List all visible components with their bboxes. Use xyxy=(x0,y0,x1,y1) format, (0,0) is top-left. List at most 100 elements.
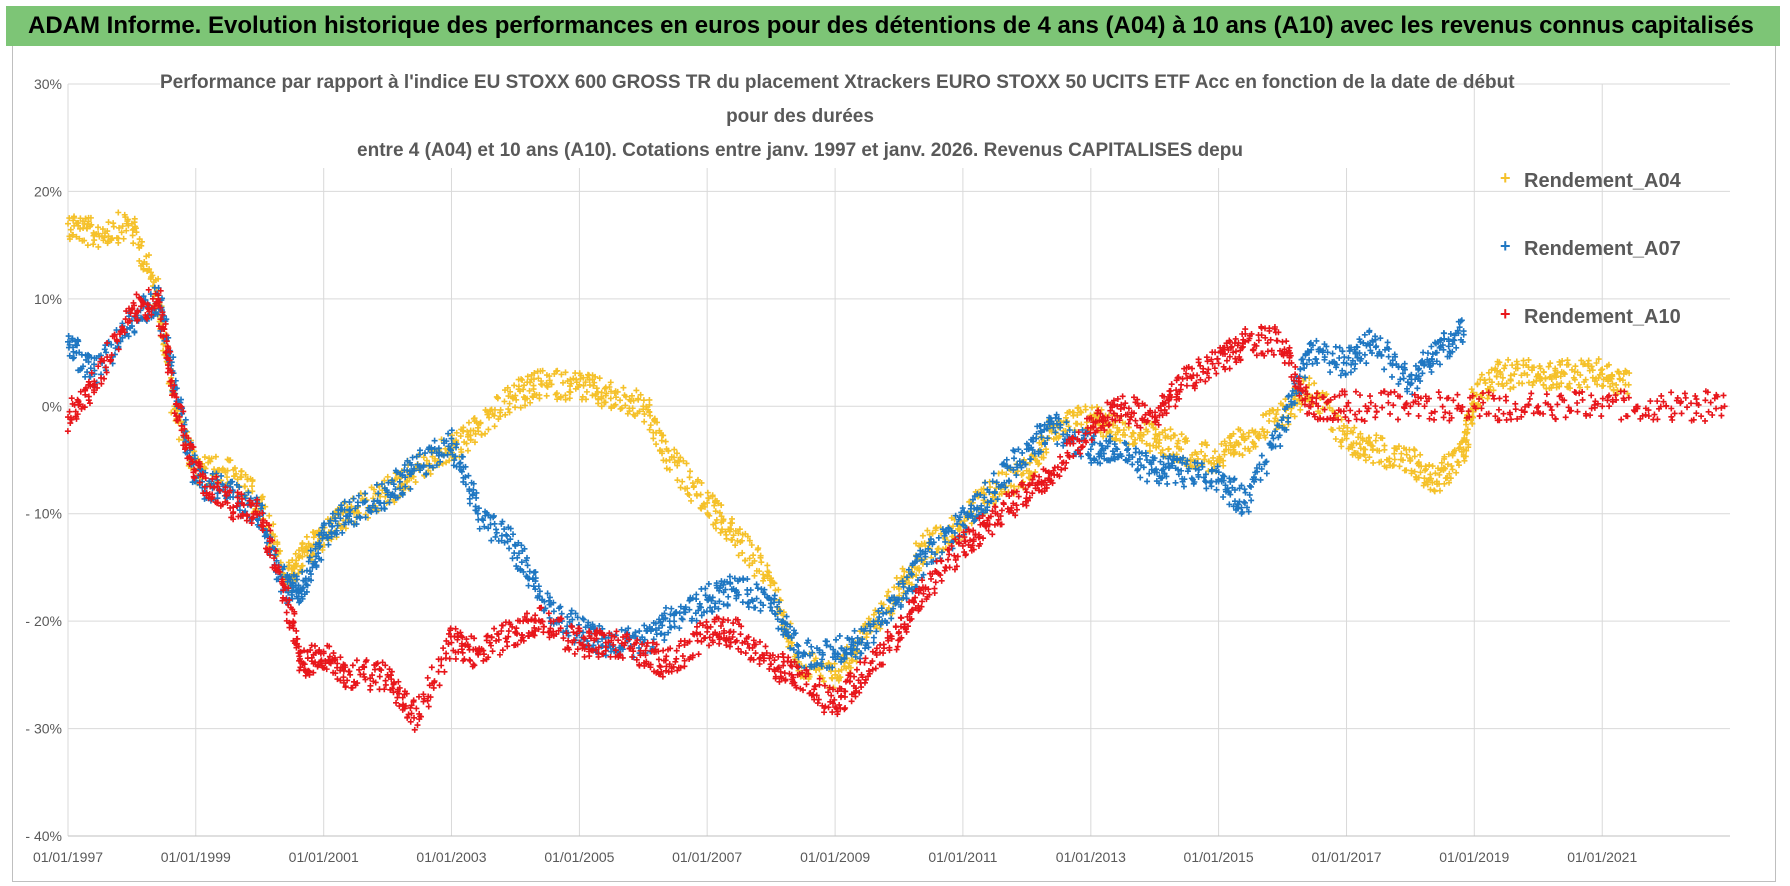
point-cloud xyxy=(733,637,740,644)
point-cloud xyxy=(1361,331,1368,338)
point-cloud xyxy=(919,598,926,605)
point-cloud xyxy=(1493,373,1500,380)
point-cloud xyxy=(670,663,677,670)
point-cloud xyxy=(1429,463,1436,470)
point-cloud xyxy=(885,637,892,644)
point-cloud xyxy=(126,317,133,324)
point-cloud xyxy=(653,641,660,648)
point-cloud xyxy=(761,591,768,598)
point-cloud xyxy=(1313,337,1320,344)
point-cloud xyxy=(223,474,230,481)
point-cloud xyxy=(408,702,415,709)
point-cloud xyxy=(564,613,571,620)
point-cloud xyxy=(999,469,1006,476)
point-cloud xyxy=(131,215,138,222)
point-cloud xyxy=(84,225,91,232)
point-cloud xyxy=(1248,483,1255,490)
point-cloud xyxy=(1383,464,1390,471)
data-point xyxy=(65,338,71,345)
point-cloud xyxy=(473,489,480,496)
point-cloud xyxy=(878,605,885,612)
point-cloud xyxy=(969,542,976,549)
point-cloud xyxy=(633,387,640,394)
point-cloud xyxy=(517,388,524,395)
point-cloud xyxy=(536,588,543,595)
point-cloud xyxy=(445,443,452,450)
point-cloud xyxy=(1455,445,1462,452)
point-cloud xyxy=(1571,376,1578,383)
point-cloud xyxy=(759,651,766,658)
point-cloud xyxy=(1079,426,1086,433)
point-cloud xyxy=(693,591,700,598)
point-cloud xyxy=(1248,497,1255,504)
point-cloud xyxy=(498,532,505,539)
point-cloud xyxy=(830,646,837,653)
data-point xyxy=(1460,328,1467,335)
point-cloud xyxy=(888,635,895,642)
point-cloud xyxy=(853,658,860,665)
point-cloud xyxy=(518,632,525,639)
point-cloud xyxy=(698,604,705,611)
point-cloud xyxy=(680,457,687,464)
point-cloud xyxy=(897,623,904,630)
point-cloud xyxy=(481,651,488,658)
point-cloud xyxy=(129,232,136,239)
point-cloud xyxy=(690,484,697,491)
data-point xyxy=(538,618,545,625)
point-cloud xyxy=(607,379,614,386)
point-cloud xyxy=(342,525,349,532)
point-cloud xyxy=(829,709,836,716)
point-cloud xyxy=(162,349,169,356)
point-cloud xyxy=(1008,504,1015,511)
point-cloud xyxy=(1060,439,1067,446)
point-cloud xyxy=(905,623,912,630)
point-cloud xyxy=(1242,489,1249,496)
point-cloud xyxy=(1339,437,1346,444)
point-cloud xyxy=(372,504,379,511)
point-cloud xyxy=(668,605,675,612)
point-cloud xyxy=(509,623,516,630)
point-cloud xyxy=(428,449,435,456)
point-cloud xyxy=(740,576,747,583)
point-cloud xyxy=(293,576,300,583)
point-cloud xyxy=(517,565,524,572)
point-cloud xyxy=(942,538,949,545)
point-cloud xyxy=(951,566,958,573)
point-cloud xyxy=(131,302,138,309)
point-cloud xyxy=(699,622,706,629)
point-cloud xyxy=(774,603,781,610)
point-cloud xyxy=(570,629,577,636)
point-cloud xyxy=(781,625,788,632)
point-cloud xyxy=(1444,461,1451,468)
point-cloud xyxy=(84,369,91,376)
point-cloud xyxy=(1458,317,1465,324)
point-cloud xyxy=(1437,361,1443,368)
point-cloud xyxy=(1381,366,1388,373)
point-cloud xyxy=(977,491,984,498)
point-cloud xyxy=(300,584,307,591)
point-cloud xyxy=(465,643,472,650)
point-cloud xyxy=(76,401,83,408)
point-cloud xyxy=(86,400,93,407)
point-cloud xyxy=(1160,453,1167,460)
point-cloud xyxy=(467,657,474,664)
point-cloud xyxy=(1365,434,1372,441)
point-cloud xyxy=(1482,380,1489,387)
point-cloud xyxy=(413,705,420,712)
point-cloud xyxy=(1185,465,1192,472)
point-cloud xyxy=(1277,443,1284,450)
point-cloud xyxy=(661,631,668,638)
point-cloud xyxy=(891,594,898,601)
point-cloud xyxy=(838,658,845,665)
point-cloud xyxy=(641,622,648,629)
point-cloud xyxy=(834,711,841,718)
point-cloud xyxy=(209,475,216,482)
point-cloud xyxy=(196,479,203,486)
data-point xyxy=(1535,371,1542,378)
point-cloud xyxy=(205,459,212,466)
data-point xyxy=(730,628,737,635)
point-cloud xyxy=(441,668,448,675)
point-cloud xyxy=(1109,448,1116,455)
point-cloud xyxy=(799,669,806,676)
point-cloud xyxy=(1283,403,1290,410)
